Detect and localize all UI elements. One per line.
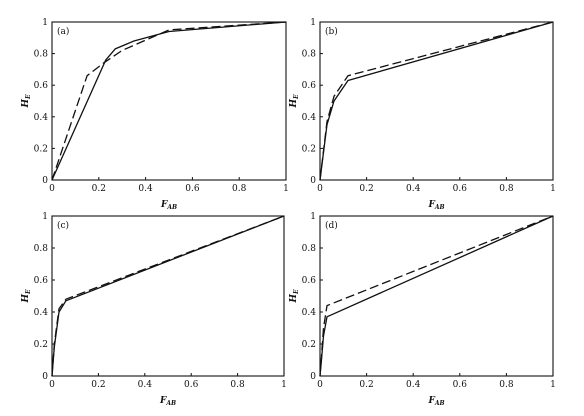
y-axis-label-sub-a: E bbox=[25, 94, 32, 100]
panel-d: 0 0.2 0.4 0.6 0.8 1 0 0.2 0.4 0.6 0.8 1 FAB HE (d) bbox=[289, 212, 556, 407]
y-axis-label-b: HE bbox=[289, 94, 300, 109]
x-axis-label-a: FAB bbox=[160, 200, 177, 211]
x-tick-label-d-4: 0.8 bbox=[499, 380, 514, 390]
x-axis-label-main-d: F bbox=[427, 396, 435, 406]
plot-frame-a bbox=[51, 21, 287, 181]
plot-frame-d bbox=[319, 215, 554, 377]
y-tick-label-b-1: 0.2 bbox=[302, 144, 316, 154]
y-axis-label-a: HE bbox=[21, 94, 32, 109]
panel-label-b: (b) bbox=[325, 26, 338, 37]
x-tick-label-c-5: 1 bbox=[281, 380, 287, 390]
series-dashed-line-a bbox=[51, 21, 287, 181]
y-axis-label-sub-d: E bbox=[293, 289, 300, 295]
y-tick-label-c-0: 0 bbox=[42, 372, 48, 382]
x-tick-label-d-0: 0 bbox=[317, 380, 323, 390]
y-tick-label-c-5: 1 bbox=[42, 212, 48, 222]
series-dashed-line-d bbox=[319, 215, 554, 377]
x-tick-label-b-4: 0.8 bbox=[499, 184, 514, 194]
panel-label-a: (a) bbox=[57, 26, 69, 37]
x-axis-label-main-c: F bbox=[159, 396, 167, 406]
plot-frame-b bbox=[319, 21, 554, 181]
y-tick-label-b-3: 0.6 bbox=[302, 81, 317, 91]
y-tick-label-d-3: 0.6 bbox=[302, 276, 317, 286]
panel-b: 0 0.2 0.4 0.6 0.8 1 0 0.2 0.4 0.6 0.8 1 FAB HE (b) bbox=[289, 18, 556, 211]
panel-a: 0 0.2 0.4 0.6 0.8 1 0 0.2 0.4 0.6 0.8 1 FAB HE (a) bbox=[21, 18, 289, 211]
x-axis-label-b: FAB bbox=[427, 200, 444, 211]
y-axis-label-main-a: H bbox=[21, 99, 31, 109]
x-tick-label-c-4: 0.8 bbox=[230, 380, 245, 390]
y-tick-label-d-1: 0.2 bbox=[302, 340, 316, 350]
x-axis-label-sub-d: AB bbox=[434, 400, 445, 407]
y-axis-label-d: HE bbox=[289, 289, 300, 304]
x-tick-label-d-3: 0.6 bbox=[453, 380, 468, 390]
y-axis-label-sub-b: E bbox=[293, 94, 300, 100]
series-solid-line-d bbox=[319, 215, 554, 377]
y-tick-label-a-1: 0.2 bbox=[34, 144, 48, 154]
y-tick-label-d-5: 1 bbox=[310, 212, 316, 222]
x-tick-label-c-3: 0.6 bbox=[184, 380, 199, 390]
x-tick-label-c-1: 0.2 bbox=[91, 380, 105, 390]
y-axis-label-sub-c: E bbox=[25, 289, 32, 295]
y-tick-label-b-5: 1 bbox=[310, 18, 316, 28]
x-tick-label-b-5: 1 bbox=[550, 184, 556, 194]
x-axis-label-sub-a: AB bbox=[166, 204, 177, 211]
panel-label-d: (d) bbox=[325, 220, 338, 231]
y-tick-label-d-0: 0 bbox=[310, 372, 316, 382]
y-tick-label-c-3: 0.6 bbox=[34, 276, 49, 286]
x-tick-label-d-5: 1 bbox=[550, 380, 556, 390]
x-axis-label-main-a: F bbox=[160, 200, 168, 210]
x-axis-label-c: FAB bbox=[159, 396, 176, 407]
x-tick-label-a-5: 1 bbox=[283, 184, 289, 194]
x-tick-label-b-2: 0.4 bbox=[406, 184, 421, 194]
x-tick-label-a-0: 0 bbox=[49, 184, 55, 194]
series-dashed-line-b bbox=[319, 21, 554, 181]
x-tick-label-b-1: 0.2 bbox=[359, 184, 373, 194]
x-axis-label-main-b: F bbox=[427, 200, 435, 210]
panel-label-c: (c) bbox=[57, 220, 69, 231]
y-tick-label-a-4: 0.8 bbox=[34, 50, 49, 60]
y-tick-label-c-1: 0.2 bbox=[34, 340, 48, 350]
y-tick-label-b-2: 0.4 bbox=[302, 113, 317, 123]
y-tick-label-d-4: 0.8 bbox=[302, 244, 317, 254]
x-tick-label-c-0: 0 bbox=[49, 380, 55, 390]
y-axis-label-main-b: H bbox=[289, 99, 299, 109]
series-solid-line-b bbox=[319, 21, 554, 181]
x-axis-label-d: FAB bbox=[427, 396, 444, 407]
x-tick-label-d-1: 0.2 bbox=[359, 380, 373, 390]
x-tick-label-b-3: 0.6 bbox=[453, 184, 468, 194]
y-tick-label-a-3: 0.6 bbox=[34, 81, 49, 91]
y-tick-label-c-4: 0.8 bbox=[34, 244, 49, 254]
y-tick-label-d-2: 0.4 bbox=[302, 308, 317, 318]
y-tick-label-c-2: 0.4 bbox=[34, 308, 49, 318]
y-axis-label-c: HE bbox=[21, 289, 32, 304]
y-axis-label-main-d: H bbox=[289, 294, 299, 304]
x-tick-label-a-3: 0.6 bbox=[185, 184, 200, 194]
x-tick-label-a-4: 0.8 bbox=[232, 184, 247, 194]
x-tick-label-c-2: 0.4 bbox=[138, 380, 153, 390]
panel-c: 0 0.2 0.4 0.6 0.8 1 0 0.2 0.4 0.6 0.8 1 FAB HE (c) bbox=[21, 212, 287, 407]
series-solid-line-a bbox=[51, 21, 287, 181]
y-tick-label-b-0: 0 bbox=[310, 176, 316, 186]
x-tick-label-a-2: 0.4 bbox=[138, 184, 153, 194]
x-axis-label-sub-b: AB bbox=[434, 204, 445, 211]
x-tick-label-d-2: 0.4 bbox=[406, 380, 421, 390]
series-solid-line-c bbox=[51, 215, 285, 377]
y-axis-label-main-c: H bbox=[21, 294, 31, 304]
y-tick-label-a-5: 1 bbox=[42, 18, 48, 28]
y-tick-label-b-4: 0.8 bbox=[302, 50, 317, 60]
y-tick-label-a-0: 0 bbox=[42, 176, 48, 186]
series-dashed-line-c bbox=[51, 215, 285, 377]
x-tick-label-a-1: 0.2 bbox=[92, 184, 106, 194]
x-axis-label-sub-c: AB bbox=[165, 400, 176, 407]
plot-frame-c bbox=[51, 215, 285, 377]
x-tick-label-b-0: 0 bbox=[317, 184, 323, 194]
y-tick-label-a-2: 0.4 bbox=[34, 113, 49, 123]
